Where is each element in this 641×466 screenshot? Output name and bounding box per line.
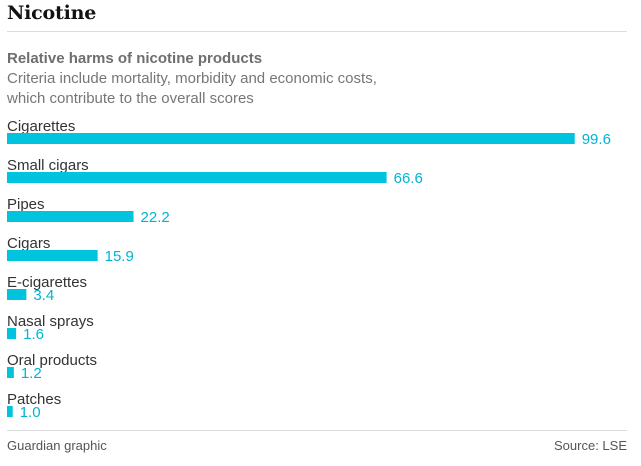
value-label: 1.2 bbox=[21, 365, 42, 382]
bar-row: Cigarettes 99.6 bbox=[7, 118, 611, 148]
bar bbox=[7, 289, 27, 300]
chart-description-line-2: which contribute to the overall scores bbox=[7, 90, 254, 107]
bar bbox=[7, 211, 134, 222]
category-label: Small cigars bbox=[7, 157, 89, 174]
bar-row: Cigars 15.9 bbox=[7, 235, 134, 265]
value-label: 15.9 bbox=[105, 248, 134, 265]
category-label: Cigarettes bbox=[7, 118, 75, 135]
chart-description-line-1: Criteria include mortality, morbidity an… bbox=[7, 70, 377, 87]
bar bbox=[7, 367, 14, 378]
top-divider bbox=[7, 31, 627, 32]
graphic-credit: Guardian graphic bbox=[7, 438, 107, 453]
bar-row: Small cigars 66.6 bbox=[7, 157, 423, 187]
bar bbox=[7, 328, 17, 339]
value-label: 22.2 bbox=[141, 209, 170, 226]
chart-headline: Nicotine bbox=[7, 2, 97, 24]
value-label: 3.4 bbox=[33, 287, 54, 304]
category-label: Pipes bbox=[7, 196, 45, 213]
chart-subtitle: Relative harms of nicotine products bbox=[7, 50, 263, 67]
bottom-divider bbox=[7, 430, 627, 431]
bar-row: Pipes 22.2 bbox=[7, 196, 170, 226]
bar bbox=[7, 172, 387, 183]
bar bbox=[7, 133, 575, 144]
category-label: Nasal sprays bbox=[7, 313, 94, 330]
category-label: Patches bbox=[7, 391, 61, 408]
value-label: 66.6 bbox=[394, 170, 423, 187]
bar bbox=[7, 406, 13, 417]
category-label: Oral products bbox=[7, 352, 97, 369]
value-label: 1.6 bbox=[23, 326, 44, 343]
value-label: 99.6 bbox=[582, 131, 611, 148]
value-label: 1.0 bbox=[20, 404, 41, 421]
category-label: E-cigarettes bbox=[7, 274, 87, 291]
source-note: Source: LSE bbox=[554, 438, 627, 453]
category-label: Cigars bbox=[7, 235, 50, 252]
bar bbox=[7, 250, 98, 261]
